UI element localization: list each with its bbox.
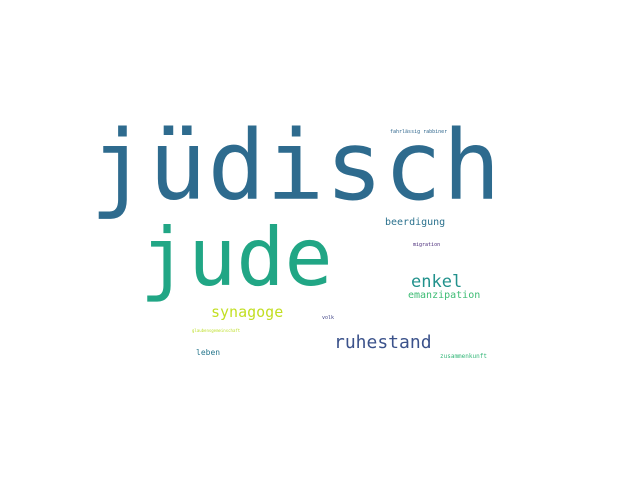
word-fahrlaessig-rabbiner: fahrlässig rabbiner	[390, 129, 448, 135]
word-emanzipation: emanzipation	[408, 290, 481, 301]
word-zusammenkunft: zusammenkunft	[440, 353, 487, 360]
word-leben: leben	[196, 348, 221, 357]
word-jude: jude	[140, 211, 333, 304]
word-enkel: enkel	[411, 272, 463, 292]
word-beerdigung: beerdigung	[385, 217, 446, 228]
word-ruhestand: ruhestand	[334, 332, 432, 353]
word-migration: migration	[413, 242, 441, 248]
word-volk: volk	[322, 315, 335, 321]
word-juedisch: jüdisch	[90, 110, 502, 222]
word-synagoge: synagoge	[211, 303, 284, 321]
word-glaubensgemeinschaft: glaubensgemeinschaft	[192, 328, 241, 333]
